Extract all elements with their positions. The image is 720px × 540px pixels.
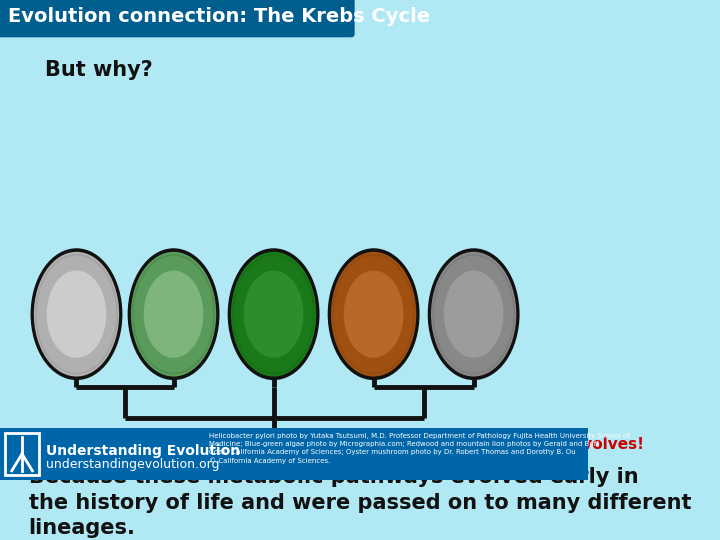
Ellipse shape [34,252,119,376]
Ellipse shape [127,248,220,380]
Ellipse shape [343,271,403,358]
Text: But why?: But why? [45,60,153,80]
Text: Helicobacter pylori photo by Yutaka Tsutsumi, M.D. Professor Department of Patho: Helicobacter pylori photo by Yutaka Tsut… [210,434,630,464]
Ellipse shape [431,252,516,376]
Ellipse shape [228,248,320,380]
Bar [0,428,588,480]
Ellipse shape [231,252,316,376]
Bar [5,433,39,475]
Ellipse shape [30,248,122,380]
Text: understandingevolution.org: understandingevolution.org [46,458,220,471]
Ellipse shape [244,271,303,358]
Ellipse shape [47,271,107,358]
Text: Aerobic metabolism evolves!: Aerobic metabolism evolves! [397,437,644,453]
Text: Evolution connection: The Krebs Cycle: Evolution connection: The Krebs Cycle [8,8,431,26]
Ellipse shape [331,252,416,376]
Ellipse shape [428,248,520,380]
Ellipse shape [328,248,420,380]
Ellipse shape [144,271,204,358]
Ellipse shape [131,252,216,376]
Ellipse shape [444,271,503,358]
Text: Because these metabolic pathways evolved early in
the history of life and were p: Because these metabolic pathways evolved… [29,467,691,538]
FancyBboxPatch shape [0,0,355,37]
Text: Understanding Evolution: Understanding Evolution [46,444,240,458]
